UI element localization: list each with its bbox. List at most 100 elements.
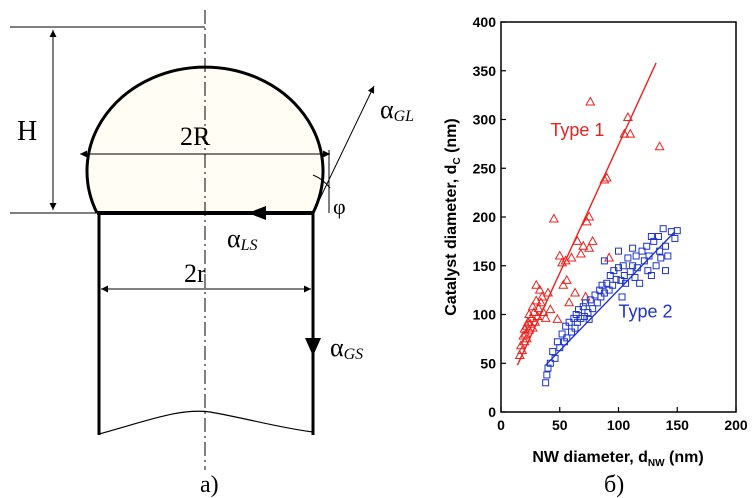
type-1-data-point: [599, 174, 610, 184]
contact-angle-arc: [312, 174, 331, 189]
type-2-data-point: [640, 257, 648, 265]
type-1-data-point: [557, 257, 568, 267]
type-1-data-point: [542, 287, 554, 297]
type-2-data-point: [650, 237, 658, 245]
wire-diameter-label: 2r: [184, 259, 206, 288]
type-2-data-point: [624, 254, 632, 262]
type-1-data-point: [569, 287, 581, 297]
y-tick-label: 250: [473, 160, 497, 176]
y-tick-label: 150: [473, 258, 497, 274]
alpha-gs-symbol: α: [330, 333, 344, 362]
y-tick-label: 200: [473, 209, 497, 225]
x-tick-label: 50: [552, 417, 568, 433]
type-2-data-point: [633, 264, 641, 272]
plot-frame: [500, 21, 737, 413]
type-1-data-point: [514, 349, 525, 359]
alpha-ls-symbol: α: [227, 224, 241, 253]
type-1-annotation: Type 1: [550, 120, 604, 140]
type-2-data-point: [659, 225, 667, 233]
chart-points: [514, 96, 681, 387]
type-2-data-point: [664, 252, 672, 260]
y-axis-label-main: Catalyst diameter, d: [443, 165, 460, 316]
type-1-data-point: [572, 235, 583, 245]
type-1-fit-line: [516, 62, 657, 366]
alpha-ls-label: αLS: [227, 224, 258, 254]
type-1-data-point: [585, 96, 596, 106]
x-axis-label-main: NW diameter, d: [532, 449, 648, 466]
type-2-data-point: [544, 364, 552, 372]
panel-b-scatter-chart: 0 50 100 150 200 0 50 100 150 200 250 300 350 400 Typ…: [443, 14, 748, 498]
alpha-ls-subscript: LS: [240, 237, 258, 254]
type-2-data-point: [609, 281, 617, 289]
type-2-data-point: [543, 371, 551, 379]
type-1-data-point: [566, 252, 577, 262]
x-tick-label: 0: [497, 417, 505, 433]
type-1-data-point: [564, 297, 575, 307]
type-2-data-point: [556, 344, 564, 352]
type-2-data-point: [645, 252, 653, 260]
contact-angle-label: φ: [333, 194, 346, 219]
type-1-data-point: [601, 172, 612, 182]
alpha-gl-symbol: α: [380, 95, 394, 124]
type-1-data-point: [619, 128, 630, 138]
x-tick-label: 100: [607, 417, 631, 433]
alpha-gs-arrowhead: [305, 338, 321, 356]
alpha-gl-subscript: GL: [394, 108, 415, 125]
type-2-data-point: [632, 252, 640, 260]
type-2-data-point: [549, 348, 557, 356]
type-2-data-point: [600, 257, 608, 265]
alpha-gs-label: αGS: [330, 333, 363, 363]
type-2-data-point: [631, 273, 639, 281]
type-2-data-point: [577, 314, 585, 322]
type-2-data-point: [558, 330, 566, 338]
type-2-data-point: [584, 309, 592, 317]
type-1-data-point: [527, 322, 538, 332]
x-axis-label: NW diameter, dNW (nm): [532, 449, 703, 469]
type-2-data-point: [662, 267, 669, 275]
type-1-data-point: [524, 324, 535, 334]
y-axis-label-unit: (nm): [443, 118, 460, 157]
type-2-data-point: [597, 293, 605, 301]
type-2-data-point: [546, 359, 554, 367]
type-1-data-point: [540, 312, 551, 322]
type-1-data-point: [622, 112, 633, 122]
type-1-data-point: [575, 248, 586, 258]
panel-a-schematic: H 2R αGL φ αLS 2r αGS a): [10, 10, 414, 498]
alpha-gs-subscript: GS: [344, 346, 364, 363]
y-tick-label: 0: [488, 404, 496, 420]
type-2-data-point: [593, 299, 601, 307]
type-1-data-point: [530, 316, 541, 326]
type-1-data-point: [554, 250, 565, 260]
chart-annotations: Type 1 Type 2: [550, 120, 672, 321]
type-1-data-point: [519, 336, 530, 346]
type-2-data-point: [620, 272, 628, 279]
y-tick-label: 400: [473, 14, 497, 30]
h-label: H: [17, 116, 37, 147]
type-1-data-point: [535, 297, 547, 307]
type-1-data-point: [548, 213, 559, 223]
type-2-data-point: [615, 247, 622, 255]
type-1-data-point: [521, 333, 532, 343]
type-1-data-point: [604, 252, 615, 262]
type-2-data-point: [629, 262, 637, 270]
type-2-data-point: [673, 227, 681, 235]
type-2-data-point: [586, 296, 594, 304]
type-1-data-point: [545, 304, 556, 314]
type-2-data-point: [619, 262, 627, 270]
type-2-data-point: [579, 303, 587, 311]
x-tick-label: 150: [666, 417, 690, 433]
y-axis-label-subscript: C: [452, 157, 463, 164]
type-1-data-point: [584, 242, 595, 252]
type-1-data-point: [625, 128, 636, 138]
type-2-data-point: [551, 354, 559, 362]
type-2-data-point: [643, 242, 651, 250]
type-2-data-point: [647, 272, 655, 279]
type-2-data-point: [606, 272, 614, 279]
x-tick-label: 200: [724, 417, 748, 433]
y-tick-label: 100: [473, 307, 497, 323]
type-2-data-point: [560, 338, 568, 346]
type-2-data-point: [585, 315, 593, 323]
type-2-data-point: [542, 379, 550, 387]
type-2-annotation: Type 2: [619, 301, 673, 321]
